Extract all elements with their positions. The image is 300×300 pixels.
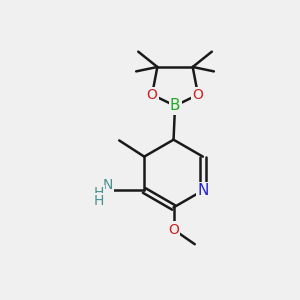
Text: H: H (94, 194, 104, 208)
Text: B: B (170, 98, 180, 113)
Text: N: N (103, 178, 113, 192)
Text: O: O (147, 88, 158, 102)
Text: O: O (168, 223, 179, 236)
Text: N: N (197, 183, 208, 198)
Text: H: H (94, 186, 104, 200)
Text: O: O (193, 88, 203, 102)
